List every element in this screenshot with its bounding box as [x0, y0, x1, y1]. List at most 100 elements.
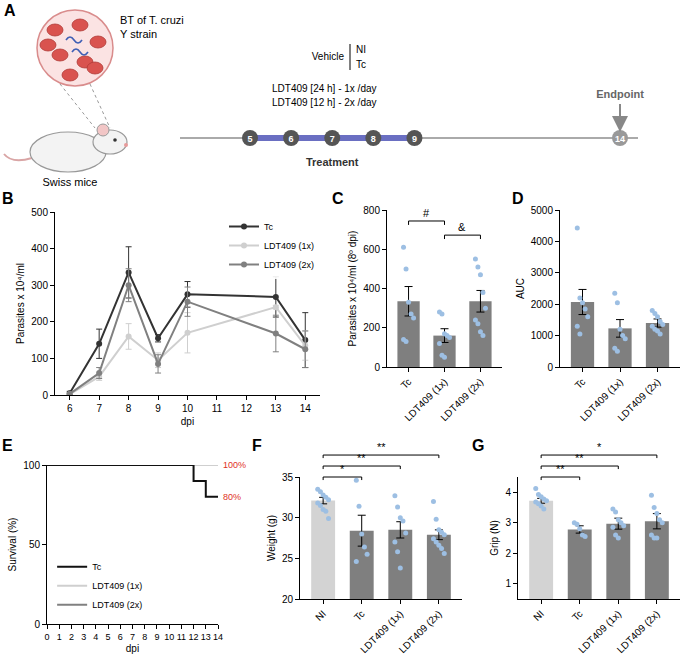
svg-text:Swiss mice: Swiss mice	[42, 176, 97, 188]
svg-text:11: 11	[177, 632, 186, 642]
svg-text:LDT409 (2x): LDT409 (2x)	[397, 608, 444, 655]
svg-text:dpi: dpi	[181, 416, 194, 427]
svg-text:100: 100	[23, 460, 40, 471]
svg-text:NI: NI	[313, 608, 328, 623]
svg-text:30: 30	[282, 512, 294, 523]
svg-text:500: 500	[31, 207, 48, 218]
svg-text:3: 3	[505, 517, 511, 528]
svg-text:LDT409 (1x): LDT409 (1x)	[402, 376, 449, 423]
svg-text:Tc: Tc	[264, 222, 274, 232]
svg-text:7: 7	[96, 403, 102, 414]
svg-text:400: 400	[31, 243, 48, 254]
svg-text:9: 9	[154, 632, 159, 642]
svg-text:Survival (%): Survival (%)	[7, 518, 18, 572]
svg-text:**: **	[575, 452, 584, 464]
svg-text:4: 4	[93, 632, 98, 642]
svg-text:35: 35	[282, 472, 294, 483]
svg-text:Grip (N): Grip (N)	[489, 520, 500, 556]
svg-text:Treatment: Treatment	[306, 156, 359, 168]
svg-text:LDT409 (2x): LDT409 (2x)	[615, 376, 662, 423]
svg-text:LDT409 (2x): LDT409 (2x)	[92, 600, 142, 610]
svg-text:NI: NI	[356, 44, 366, 55]
svg-text:2000: 2000	[531, 299, 554, 310]
svg-text:Tc: Tc	[573, 376, 588, 391]
svg-text:LDT409 (2x): LDT409 (2x)	[438, 376, 485, 423]
svg-text:7: 7	[330, 134, 335, 144]
svg-text:3000: 3000	[531, 267, 554, 278]
svg-text:20: 20	[282, 594, 294, 605]
svg-text:5: 5	[247, 134, 252, 144]
svg-text:12: 12	[189, 632, 199, 642]
svg-text:Tc: Tc	[399, 376, 414, 391]
svg-text:LDT409 (1x): LDT409 (1x)	[92, 581, 142, 591]
svg-text:LDT409 (1x): LDT409 (1x)	[578, 376, 625, 423]
svg-text:600: 600	[363, 244, 380, 255]
svg-text:Endpoint: Endpoint	[596, 88, 644, 100]
svg-text:10: 10	[182, 403, 194, 414]
svg-text:3: 3	[81, 632, 86, 642]
svg-text:8: 8	[126, 403, 132, 414]
svg-text:LDT409 (2x): LDT409 (2x)	[264, 260, 314, 270]
svg-text:13: 13	[270, 403, 282, 414]
svg-text:11: 11	[212, 403, 223, 414]
svg-text:8: 8	[371, 134, 376, 144]
svg-text:5: 5	[106, 632, 111, 642]
svg-text:50: 50	[29, 539, 41, 550]
svg-text:Parasites x 10⁴/ml (8º dpi): Parasites x 10⁴/ml (8º dpi)	[347, 231, 358, 347]
svg-text:9: 9	[155, 403, 161, 414]
svg-text:300: 300	[31, 280, 48, 291]
svg-text:200: 200	[31, 316, 48, 327]
svg-text:Tc: Tc	[352, 608, 367, 623]
svg-text:100: 100	[31, 353, 48, 364]
svg-text:AUC: AUC	[515, 278, 526, 299]
svg-text:2: 2	[505, 548, 511, 559]
svg-text:4000: 4000	[531, 236, 554, 247]
svg-text:0: 0	[42, 390, 48, 401]
svg-text:0: 0	[34, 619, 40, 630]
svg-text:**: **	[556, 463, 565, 475]
svg-text:NI: NI	[531, 608, 546, 623]
svg-text:200: 200	[363, 322, 380, 333]
svg-text:LDT409 (1x): LDT409 (1x)	[264, 241, 314, 251]
svg-text:14: 14	[300, 403, 312, 414]
svg-text:2: 2	[69, 632, 74, 642]
svg-text:14: 14	[615, 134, 625, 144]
svg-text:1000: 1000	[531, 330, 554, 341]
svg-text:1: 1	[505, 578, 511, 589]
svg-text:100%: 100%	[223, 460, 246, 470]
svg-text:Tc: Tc	[356, 59, 366, 70]
svg-text:0: 0	[374, 362, 380, 373]
svg-text:&: &	[458, 221, 466, 233]
svg-text:Y strain: Y strain	[120, 28, 157, 40]
svg-text:LDT409 [12 h] - 2x /day: LDT409 [12 h] - 2x /day	[272, 97, 377, 108]
svg-text:6: 6	[118, 632, 123, 642]
svg-text:4: 4	[505, 487, 511, 498]
svg-text:14: 14	[213, 632, 223, 642]
svg-text:#: #	[423, 207, 430, 219]
svg-text:LDT409 [24 h] - 1x /day: LDT409 [24 h] - 1x /day	[272, 83, 377, 94]
svg-text:BT of T. cruzi: BT of T. cruzi	[120, 14, 184, 26]
svg-text:LDT409 (2x): LDT409 (2x)	[615, 608, 662, 655]
svg-text:1: 1	[57, 632, 62, 642]
svg-text:5000: 5000	[531, 205, 554, 216]
svg-text:**: **	[357, 452, 366, 464]
svg-text:7: 7	[130, 632, 135, 642]
svg-text:Weight (g): Weight (g)	[266, 515, 277, 561]
svg-text:*: *	[340, 463, 345, 475]
svg-text:400: 400	[363, 283, 380, 294]
svg-text:80%: 80%	[223, 492, 241, 502]
svg-text:0: 0	[44, 632, 49, 642]
svg-text:Parasites x 10⁴/ml: Parasites x 10⁴/ml	[15, 263, 26, 344]
svg-text:9: 9	[412, 134, 417, 144]
svg-text:8: 8	[142, 632, 147, 642]
svg-text:10: 10	[164, 632, 174, 642]
svg-text:LDT409 (1x): LDT409 (1x)	[576, 608, 623, 655]
svg-text:Tc: Tc	[92, 562, 102, 572]
svg-text:13: 13	[201, 632, 211, 642]
svg-text:800: 800	[363, 205, 380, 216]
svg-text:*: *	[597, 441, 602, 453]
svg-text:12: 12	[241, 403, 253, 414]
svg-text:LDT409 (1x): LDT409 (1x)	[358, 608, 405, 655]
svg-text:Vehicle: Vehicle	[312, 51, 345, 62]
svg-text:25: 25	[282, 553, 294, 564]
